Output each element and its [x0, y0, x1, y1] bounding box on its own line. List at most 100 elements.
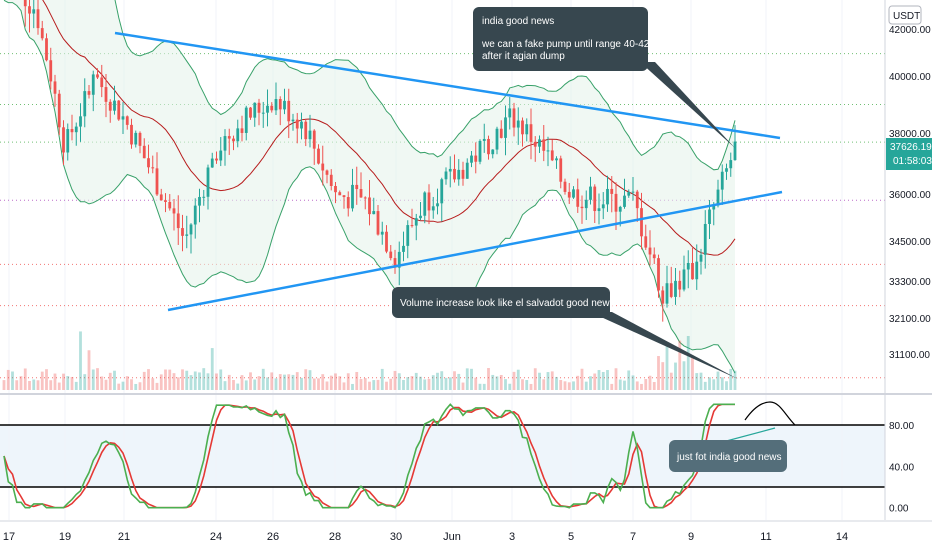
volume-bar	[210, 348, 214, 390]
stoch-tick-label: 0.00	[889, 504, 909, 515]
candle-body	[674, 280, 677, 297]
candle-body	[291, 119, 295, 122]
candle-body	[351, 184, 354, 209]
volume-bar	[227, 374, 231, 390]
candle-body	[516, 120, 520, 128]
candle-body	[147, 158, 150, 168]
price-axis[interactable]	[885, 0, 932, 392]
candle-body	[368, 197, 371, 215]
time-tick-label: Jun	[443, 531, 461, 543]
volume-bar	[270, 372, 274, 390]
candle-body	[304, 121, 308, 140]
time-tick-label: 11	[760, 531, 771, 543]
volume-bar	[164, 369, 167, 390]
candle-body	[725, 168, 728, 172]
volume-bar	[96, 368, 99, 390]
india-callout[interactable]: india good news we can a fake pump until…	[473, 7, 735, 148]
stoch-callout-box[interactable]	[669, 440, 787, 472]
volume-bar	[15, 380, 19, 390]
volume-bar	[572, 381, 575, 390]
volume-bar	[232, 379, 235, 390]
candle-body	[491, 149, 495, 155]
currency-button[interactable]	[888, 5, 922, 25]
candle-body	[278, 99, 282, 110]
candle-body	[215, 158, 218, 161]
stoch-callout-text: just fot india good news	[676, 452, 782, 463]
stoch-callout[interactable]: just fot india good news	[669, 440, 787, 472]
volume-bar	[185, 370, 189, 390]
volume-bar	[385, 381, 388, 390]
india-callout-box[interactable]	[473, 7, 648, 71]
candlesticks[interactable]	[3, 0, 737, 322]
volume-bar	[682, 361, 686, 390]
candle-body	[198, 196, 201, 206]
candle-body	[223, 136, 227, 151]
candle-body	[270, 105, 274, 111]
candle-body	[708, 209, 711, 224]
volume-bar	[423, 379, 427, 390]
candle-body	[686, 263, 690, 270]
volume-bar	[291, 374, 295, 390]
candle-body	[508, 108, 512, 118]
volume-bar	[240, 375, 244, 390]
lower-trendline[interactable]	[167, 190, 783, 312]
candle-body	[461, 169, 465, 179]
candle-body	[321, 163, 325, 171]
volume-callout[interactable]: Volume increase look like el salvadot go…	[392, 287, 738, 379]
india-callout-line-3: after it agian dump	[482, 51, 565, 62]
volume-bar	[474, 377, 478, 390]
candle-body	[96, 74, 99, 78]
candle-body	[563, 181, 567, 192]
candle-body	[329, 174, 333, 186]
candle-body	[457, 169, 461, 180]
volume-callout-box[interactable]	[392, 287, 610, 318]
time-tick-label: 30	[390, 531, 402, 543]
price-tick-label: 32100.00	[889, 314, 931, 325]
candle-body	[414, 218, 418, 226]
time-tick-label: 21	[118, 531, 130, 543]
volume-bar	[206, 373, 210, 390]
candle-body	[308, 130, 312, 140]
volume-bar	[351, 383, 354, 390]
volume-bar	[257, 376, 261, 390]
candle-body	[334, 185, 337, 193]
candle-body	[227, 136, 231, 139]
time-tick-label: 5	[568, 531, 574, 543]
candle-body	[185, 234, 189, 236]
candle-body	[525, 124, 529, 135]
volume-bar	[402, 379, 405, 390]
volume-bar	[155, 382, 159, 390]
candle-body	[62, 127, 65, 153]
time-axis-ticks[interactable]: 17 19 21 24 26 28 30 Jun 3 5 7 9 11 14	[3, 531, 848, 543]
candle-body	[28, 6, 31, 14]
volume-bar	[168, 369, 172, 390]
candle-body	[176, 213, 180, 229]
candle-body	[410, 225, 414, 227]
volume-bar	[266, 377, 269, 390]
price-tick-label: 42000.00	[889, 25, 931, 36]
candle-body	[474, 155, 478, 162]
candle-body	[385, 231, 388, 252]
price-tick-label: 34500.00	[889, 237, 931, 248]
volume-bar	[125, 376, 129, 390]
candle-body	[346, 197, 350, 209]
candle-body	[40, 28, 44, 39]
volume-bar	[461, 382, 465, 390]
candle-body	[652, 254, 656, 259]
volume-bar	[189, 375, 193, 390]
candle-body	[193, 205, 197, 225]
candle-body	[283, 100, 286, 110]
candle-body	[487, 138, 490, 155]
candle-body	[23, 0, 27, 7]
volume-bar	[542, 379, 546, 390]
volume-bar	[91, 369, 95, 390]
candle-body	[100, 77, 104, 88]
volume-bar	[329, 375, 333, 390]
upper-trendline[interactable]	[114, 31, 781, 140]
candle-body	[640, 208, 643, 237]
volume-bar	[176, 377, 180, 390]
volume-bar	[640, 383, 643, 390]
volume-bar	[516, 369, 520, 390]
volume-bar	[359, 379, 363, 390]
